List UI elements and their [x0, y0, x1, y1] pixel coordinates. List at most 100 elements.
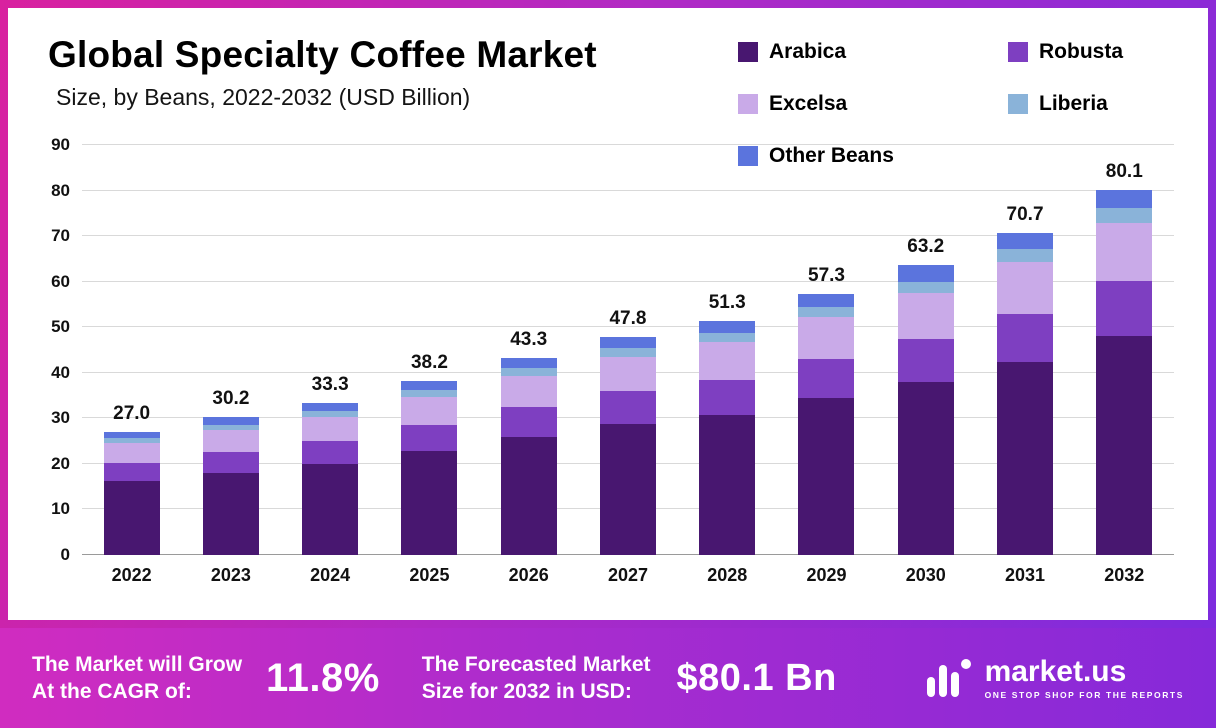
bar-segment-excelsa: [798, 317, 855, 360]
bar-total-label: 47.8: [609, 308, 647, 330]
bar-group-2028: 51.3: [678, 145, 777, 555]
y-tick-label: 20: [51, 453, 70, 473]
bar-stack: [997, 232, 1054, 555]
bar-total-label: 38.2: [410, 352, 448, 374]
legend-swatch-icon: [738, 42, 758, 62]
bar-segment-liberia: [699, 332, 756, 343]
bar-stack: [401, 381, 458, 555]
bar-total-label: 27.0: [113, 403, 151, 425]
bar-group-2027: 47.8: [578, 145, 677, 555]
bar-segment-other-beans: [103, 432, 160, 438]
legend-item-other-beans: Other Beans: [738, 144, 988, 168]
y-tick-label: 80: [51, 180, 70, 200]
bar-segment-robusta: [302, 441, 359, 464]
bar-segment-other-beans: [500, 357, 557, 368]
bar-total-label: 63.2: [907, 236, 945, 258]
legend-item-excelsa: Excelsa: [738, 92, 988, 116]
bar-segment-excelsa: [302, 416, 359, 442]
brand-tagline: ONE STOP SHOP FOR THE REPORTS: [984, 689, 1184, 700]
bar-segment-robusta: [798, 359, 855, 399]
y-axis: 0 10 20 30 40 50 60 70 80 90: [36, 135, 82, 564]
legend-item-arabica: Arabica: [738, 40, 988, 64]
bar-group-2031: 70.7: [975, 145, 1074, 555]
bar-segment-excelsa: [1096, 222, 1153, 282]
bar-total-label: 70.7: [1006, 203, 1044, 225]
bar-segment-liberia: [302, 411, 359, 417]
legend-label: Arabica: [769, 40, 847, 63]
bar-total-label: 57.3: [808, 265, 845, 286]
cagr-label-line1: The Market will Grow: [32, 653, 243, 676]
bar-group-2029: 57.3: [777, 145, 876, 555]
chart-panel: Global Specialty Coffee Market Size, by …: [8, 8, 1208, 620]
bar-segment-liberia: [202, 424, 259, 431]
bar-segment-excelsa: [401, 396, 458, 425]
legend-label: Robusta: [1039, 40, 1123, 63]
bar-total-label: 51.3: [708, 292, 746, 314]
bar-segment-robusta: [202, 452, 259, 473]
cagr-label: The Market will Grow At the CAGR of:: [32, 651, 242, 705]
bar-segment-other-beans: [699, 321, 756, 333]
bar-stack: [599, 337, 656, 555]
bar-segment-arabica: [997, 361, 1054, 555]
legend-label: Liberia: [1039, 92, 1108, 115]
x-tick-label: 2023: [210, 565, 251, 585]
legend-swatch-icon: [738, 146, 758, 166]
x-tick-label: 2028: [707, 565, 748, 585]
x-tick-label: 2032: [1104, 565, 1145, 585]
bar-segment-arabica: [103, 481, 160, 555]
legend-swatch-icon: [1008, 42, 1028, 62]
bar-segment-arabica: [599, 424, 656, 555]
legend-item-robusta: Robusta: [1008, 40, 1178, 64]
bar-segment-arabica: [897, 382, 954, 555]
bar-segment-excelsa: [599, 356, 656, 392]
bar-group-2026: 43.3: [479, 145, 578, 555]
y-tick-label: 40: [51, 362, 70, 382]
gridline: [82, 326, 1174, 328]
brand-name: market.us: [984, 654, 1127, 688]
bar-segment-excelsa: [699, 342, 756, 380]
bar-stack: [202, 417, 259, 555]
bar-total-label: 30.2: [212, 388, 250, 410]
bar-segment-excelsa: [103, 442, 160, 463]
bar-segment-liberia: [401, 390, 458, 397]
bar-segment-robusta: [599, 391, 656, 425]
forecast-label: The Forecasted Market Size for 2032 in U…: [422, 651, 651, 705]
bar-stack: [500, 357, 557, 555]
x-axis-labels: 2022 2023 2024 2025 2026 2027 2028 2029 2030 2031…: [82, 565, 1174, 586]
bar-segment-excelsa: [202, 430, 259, 453]
bar-segment-other-beans: [798, 294, 855, 307]
bar-segment-liberia: [1096, 208, 1153, 223]
x-tick-label: 2031: [1005, 565, 1046, 585]
bar-segment-arabica: [1096, 335, 1153, 555]
bar-stack: [798, 294, 855, 555]
x-tick-label: 2025: [409, 565, 450, 585]
forecast-value: $80.1 Bn: [676, 656, 837, 699]
y-tick-label: 70: [51, 226, 70, 246]
x-tick-label: 2029: [806, 565, 847, 585]
y-tick-label: 50: [51, 317, 70, 337]
bar-segment-other-beans: [202, 417, 259, 425]
bar-segment-liberia: [897, 281, 954, 294]
bar-segment-liberia: [500, 367, 557, 376]
bar-segment-robusta: [897, 339, 954, 383]
bar-segment-other-beans: [997, 232, 1054, 250]
brand-logo: market.us ONE STOP SHOP FOR THE REPORTS: [923, 655, 1184, 701]
bar-stack: [897, 265, 954, 555]
forecast-label-line2: Size for 2032 in USD:: [421, 680, 632, 703]
bar-segment-other-beans: [401, 381, 458, 391]
bar-segment-arabica: [798, 398, 855, 555]
bar-group-2024: 33.3: [281, 145, 380, 555]
bar-stack: [1096, 190, 1153, 555]
bar-segment-arabica: [699, 414, 756, 555]
bar-stack: [103, 432, 160, 555]
bar-stack: [699, 321, 756, 555]
x-tick-label: 2027: [607, 565, 648, 585]
market-us-logo-icon: [926, 659, 971, 697]
bar-segment-arabica: [401, 450, 458, 555]
bar-segment-robusta: [401, 424, 458, 451]
y-tick-label: 60: [51, 271, 70, 291]
title-block: Global Specialty Coffee Market Size, by …: [48, 34, 597, 111]
bar-segment-robusta: [1096, 281, 1153, 336]
bar-segment-robusta: [699, 379, 756, 415]
